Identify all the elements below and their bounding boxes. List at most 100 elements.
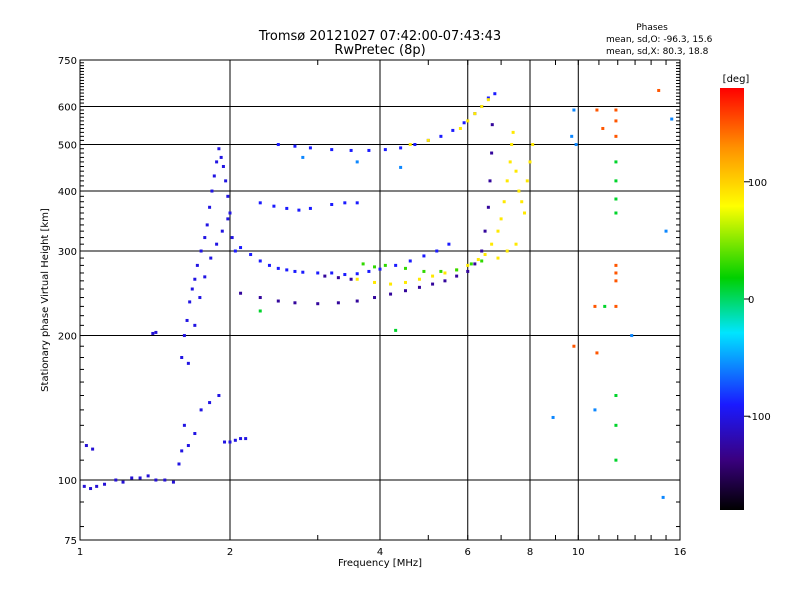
data-point [657,88,661,92]
data-point [614,179,618,183]
data-point [373,280,377,284]
x-tick-label: 4 [377,547,383,558]
chart-title: Tromsø 20121027 07:42:00-07:43:43 [258,29,501,44]
data-point [316,302,320,306]
x-tick-label: 2 [227,547,233,558]
stats-heading: Phases [636,23,668,33]
data-point [508,160,512,164]
data-point [215,242,219,246]
data-point [221,164,225,168]
x-tick-label: 16 [674,547,687,558]
data-point [293,144,297,148]
data-point [193,432,197,436]
data-point [154,478,158,482]
data-point [483,253,487,257]
data-point [439,134,443,138]
data-point [182,334,186,338]
data-point [603,304,607,308]
data-point [223,440,227,444]
data-point [490,242,494,246]
data-point [224,179,228,183]
data-point [493,92,497,96]
y-tick-label: 500 [58,141,77,152]
data-point [114,478,118,482]
data-point [228,211,232,215]
data-point [593,304,597,308]
data-point [210,189,214,193]
y-tick-label: 100 [58,476,77,487]
data-point [367,148,371,152]
data-point [664,229,668,233]
data-point [469,262,473,266]
data-point [355,160,359,164]
data-point [399,165,403,169]
data-point [293,301,297,305]
data-point [323,274,327,278]
data-point [355,272,359,276]
data-point [614,423,618,427]
data-point [220,229,224,233]
data-point [422,254,426,258]
data-point [163,478,167,482]
data-point [182,423,186,427]
data-point [408,143,412,147]
data-point [130,476,134,480]
data-point [301,155,305,159]
stats-x-line: mean, sd,X: 80.3, 18.8 [606,47,709,57]
data-point [203,275,207,279]
data-point [258,259,262,263]
data-point [180,355,184,359]
data-point [138,476,142,480]
data-points [82,88,674,499]
y-tick-label: 200 [58,332,77,343]
data-point [572,344,576,348]
data-point [496,256,500,260]
data-point [293,269,297,273]
data-point [103,482,107,486]
data-point [203,236,207,240]
colorbar-ticks: 100 0 -100 [744,178,771,423]
data-point [422,269,426,273]
y-tick-label: 600 [58,103,77,114]
data-point [188,300,192,304]
data-point [193,277,197,281]
data-point [413,143,417,147]
data-point [466,269,470,273]
data-point [258,296,262,300]
data-point [233,438,237,442]
data-point [209,256,213,260]
data-point [502,200,506,204]
data-point [177,462,181,466]
data-point [614,119,618,123]
data-point [226,217,230,221]
x-tick-label: 1 [77,547,83,558]
x-tick-label: 10 [572,547,585,558]
data-point [267,263,271,267]
data-point [443,279,447,283]
data-point [451,128,455,132]
data-point [630,334,634,338]
data-point [199,249,203,253]
data-point [394,263,398,267]
data-point [146,474,150,478]
data-point [505,179,509,183]
colorbar-tick-label: 100 [748,178,767,189]
data-point [551,415,555,419]
data-point [403,266,407,270]
data-point [343,201,347,205]
data-point [458,126,462,130]
data-point [455,268,459,272]
data-point [466,263,470,267]
data-point [276,266,280,270]
data-point [330,202,334,206]
data-point [593,408,597,412]
data-point [217,394,221,398]
y-tick-label: 750 [58,56,77,67]
data-point [91,447,95,451]
data-point [233,249,237,253]
data-point [361,262,365,266]
data-point [480,259,484,263]
data-point [239,291,243,295]
data-point [490,151,494,155]
data-point [486,205,490,209]
